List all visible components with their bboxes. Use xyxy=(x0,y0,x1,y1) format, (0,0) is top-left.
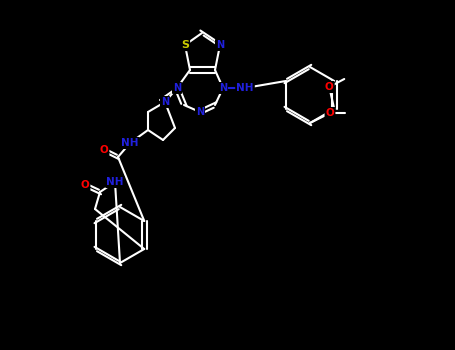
Text: O: O xyxy=(100,145,108,155)
Text: O: O xyxy=(326,108,334,118)
Text: N: N xyxy=(216,40,224,50)
Text: N: N xyxy=(196,107,204,117)
Text: NH: NH xyxy=(236,83,254,93)
Text: NH: NH xyxy=(106,177,124,187)
Text: N: N xyxy=(173,83,181,93)
Text: N: N xyxy=(161,97,169,107)
Text: S: S xyxy=(181,40,189,50)
Text: N: N xyxy=(219,83,227,93)
Text: NH: NH xyxy=(121,138,139,148)
Text: O: O xyxy=(81,180,89,190)
Text: O: O xyxy=(325,82,334,92)
